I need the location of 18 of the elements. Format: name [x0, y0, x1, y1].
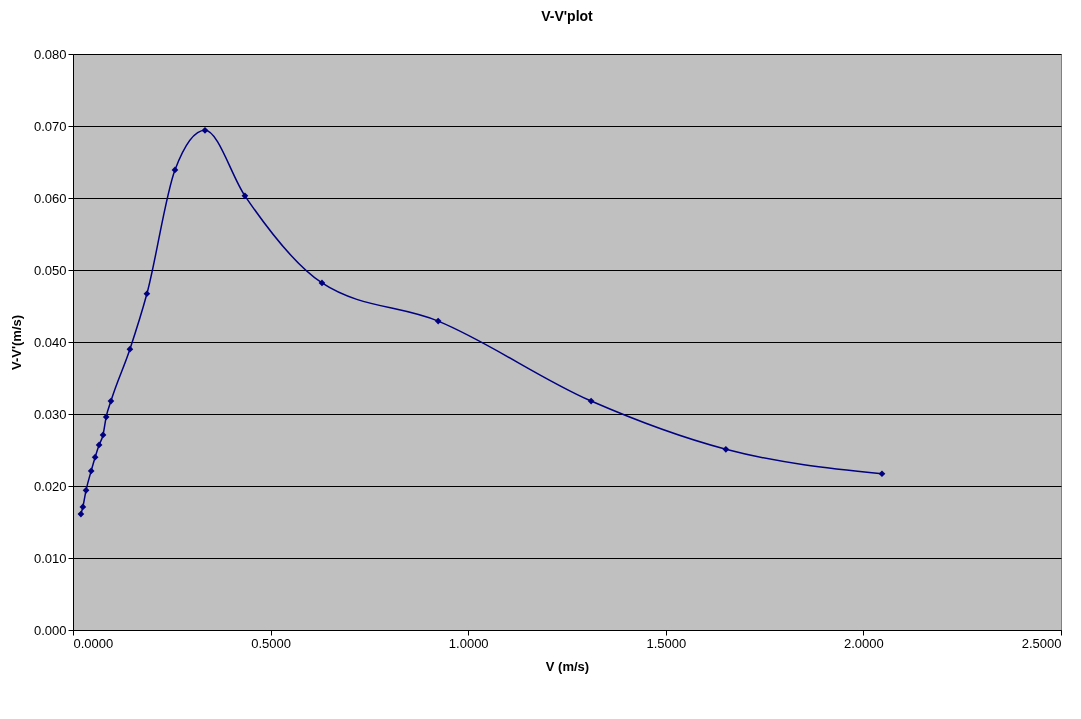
x-tick-label: 2.5000: [1021, 635, 1062, 651]
x-axis-title: V (m/s): [545, 658, 590, 674]
y-tick-label: 0.020: [33, 478, 67, 494]
x-tick-label: 1.0000: [448, 635, 489, 651]
y-tick-label: 0.070: [33, 118, 67, 134]
y-tick-label: 0.050: [33, 262, 67, 278]
x-tick-label: 0.5000: [251, 635, 291, 651]
y-axis-title: V-V'(m/s): [8, 314, 24, 371]
x-tick-label: 2.0000: [844, 635, 884, 651]
y-tick-label: 0.040: [33, 334, 67, 350]
y-tick-label: 0.080: [33, 46, 67, 62]
chart-title: V-V'plot: [541, 8, 594, 24]
y-tick-label: 0.030: [33, 406, 67, 422]
x-tick-label: 1.5000: [646, 635, 687, 651]
y-tick-label: 0.010: [33, 550, 67, 566]
y-tick-label: 0.060: [33, 190, 67, 206]
y-tick-label: 0.000: [33, 622, 67, 638]
x-tick-label: 0.0000: [73, 635, 114, 651]
